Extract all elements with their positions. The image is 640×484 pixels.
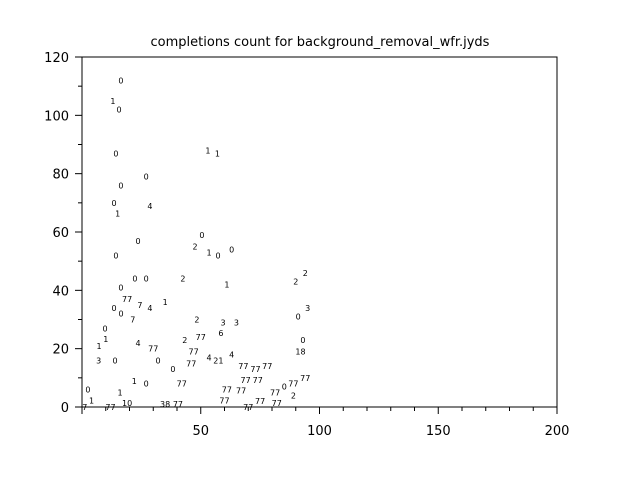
point-label: 0: [118, 283, 123, 292]
point-label: 3: [96, 356, 101, 365]
point-label: 2: [193, 243, 198, 252]
point-label: 7: [130, 316, 135, 325]
point-label: 1: [89, 396, 94, 405]
point-label: 1: [207, 248, 212, 257]
point-label: 0: [144, 275, 149, 284]
point-label: 0: [118, 181, 123, 190]
point-label: 7: [82, 403, 87, 412]
point-label: 77: [288, 380, 298, 389]
point-label: 18: [295, 348, 305, 357]
point-label: 77: [177, 380, 187, 389]
point-label: 0: [85, 386, 90, 395]
point-label: 77: [219, 396, 229, 405]
point-label: 1: [103, 335, 108, 344]
point-label: 0: [216, 251, 221, 260]
point-label: 4: [147, 202, 152, 211]
point-label: 21: [213, 356, 223, 365]
point-label: 3: [305, 304, 310, 313]
point-label: 0: [199, 231, 204, 240]
point-label: 0: [119, 310, 124, 319]
y-tick-label: 120: [44, 51, 69, 66]
point-label: 1: [115, 210, 120, 219]
point-label: 1: [224, 281, 229, 290]
point-label: 4: [147, 304, 152, 313]
point-label: 77: [300, 374, 310, 383]
x-tick-label: 50: [192, 424, 209, 439]
point-label: 0: [102, 324, 107, 333]
point-label: 77: [241, 376, 251, 385]
point-label: 77: [270, 388, 280, 397]
point-label: 3: [221, 318, 226, 327]
point-label: 77: [173, 400, 183, 409]
point-label: 1: [132, 377, 137, 386]
point-label: 77: [186, 359, 196, 368]
point-label: 77: [222, 386, 232, 395]
y-tick-label: 80: [52, 168, 69, 183]
point-label: 1: [205, 146, 210, 155]
point-label: 0: [112, 356, 117, 365]
point-label: 0: [118, 76, 123, 85]
point-label: 2: [291, 391, 296, 400]
point-label: 77: [196, 333, 206, 342]
point-label: 6: [218, 329, 223, 338]
point-label: 77: [238, 362, 248, 371]
point-label: 0: [144, 173, 149, 182]
point-label: 0: [300, 336, 305, 345]
point-label: 3: [234, 318, 239, 327]
x-tick-label: 150: [426, 424, 451, 439]
point-label: 77: [243, 403, 253, 412]
y-tick-label: 20: [52, 343, 69, 358]
point-label: 2: [182, 336, 187, 345]
y-tick-label: 60: [52, 226, 69, 241]
point-label: 2: [180, 275, 185, 284]
point-label: 77: [272, 399, 282, 408]
x-tick-label: 100: [307, 424, 332, 439]
point-label: 0: [136, 237, 141, 246]
point-label: 2: [194, 316, 199, 325]
point-label: 0: [229, 246, 234, 255]
y-tick-label: 0: [61, 401, 69, 416]
y-tick-label: 100: [44, 109, 69, 124]
chart-title: completions count for background_removal…: [151, 35, 490, 50]
point-label: 77: [189, 348, 199, 357]
point-label: 4: [136, 339, 141, 348]
point-label: 0: [144, 380, 149, 389]
point-label: 77: [236, 387, 246, 396]
point-label: 0: [113, 251, 118, 260]
point-label: 1: [96, 342, 101, 351]
point-label: 0: [117, 106, 122, 115]
point-label: 4: [207, 353, 212, 362]
x-tick-label: 200: [545, 424, 570, 439]
point-label: 0: [155, 356, 160, 365]
point-label: 77: [262, 362, 272, 371]
point-label: 77: [255, 397, 265, 406]
point-label: 0: [296, 313, 301, 322]
point-label: 77: [148, 345, 158, 354]
point-label: 0: [282, 383, 287, 392]
point-label: 0: [112, 304, 117, 313]
point-label: 1: [110, 97, 115, 106]
point-label: 4: [229, 351, 234, 360]
point-label: 7: [137, 301, 142, 310]
point-label: 77: [250, 365, 260, 374]
point-label: 1: [117, 388, 122, 397]
point-label: 10: [122, 399, 132, 408]
point-label: 77: [253, 376, 263, 385]
y-tick-label: 40: [52, 284, 69, 299]
point-label: 0: [113, 149, 118, 158]
point-label: 2: [303, 269, 308, 278]
point-label: 77: [105, 403, 115, 412]
point-label: 38: [160, 400, 170, 409]
point-label: 2: [293, 278, 298, 287]
point-label: 1: [163, 298, 168, 307]
point-label: 0: [132, 275, 137, 284]
point-label: 1: [215, 149, 220, 158]
point-label: 0: [170, 365, 175, 374]
point-label: 0: [112, 199, 117, 208]
point-label: 77: [122, 295, 132, 304]
